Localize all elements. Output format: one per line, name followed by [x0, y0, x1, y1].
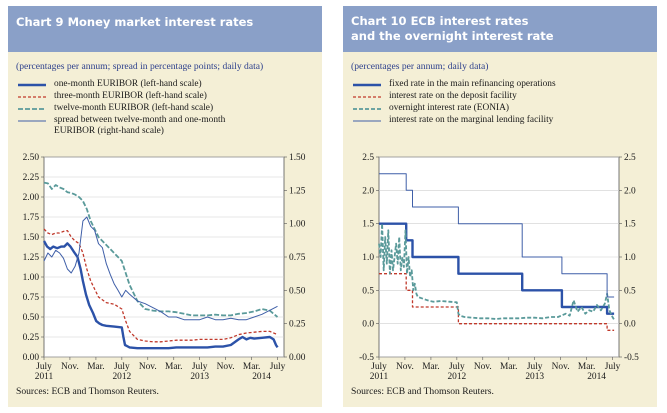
legend-label: fixed rate in the main refinancing opera…	[389, 79, 556, 89]
y-tick-label-left: 0.00	[23, 353, 40, 363]
y-tick-label-left: 2.0	[362, 186, 374, 196]
x-tick-label: Mar.	[500, 362, 517, 372]
y-tick-label-right: 2.5	[624, 153, 636, 163]
y-tick-label-left: -0.5	[359, 353, 374, 363]
series-line-3	[379, 173, 615, 298]
legend-label: spread between twelve-month and one-mont…	[54, 115, 226, 136]
x-tick-label: Mar.	[165, 362, 182, 372]
series-line-1	[379, 273, 615, 331]
chart10-subtitle: (percentages per annum; daily data)	[351, 61, 489, 72]
y-tick-label-right: 1.25	[289, 186, 306, 196]
chart9-title: Chart 9 Money market interest rates	[16, 15, 254, 29]
legend-label: one-month EURIBOR (left-hand scale)	[54, 79, 202, 89]
x-tick-label: July	[36, 362, 52, 372]
y-tick-label-right: 0.50	[289, 286, 306, 296]
y-tick-label-left: 1.5	[362, 220, 374, 230]
legend-swatch	[353, 120, 381, 122]
y-tick-label-left: 0.25	[23, 333, 40, 343]
y-tick-label-right: 0.25	[289, 320, 306, 330]
series-line-0	[42, 240, 279, 350]
legend-label: twelve-month EURIBOR (left-hand scale)	[54, 103, 214, 113]
x-tick-label: Nov.	[217, 362, 235, 372]
legend-swatch	[18, 120, 46, 122]
x-tick-label: July	[270, 362, 286, 372]
chart10-title-line1: Chart 10 ECB interest rates	[351, 14, 529, 28]
y-tick-label-left: 2.00	[23, 193, 40, 203]
legend-swatch	[18, 96, 46, 98]
chart9-header: Chart 9 Money market interest rates	[8, 6, 322, 52]
series-line-2	[43, 181, 279, 318]
y-tick-label-left: 0.5	[362, 286, 374, 296]
x-tick-label: Nov.	[61, 362, 79, 372]
legend-label: three-month EURIBOR (left-hand scale)	[54, 91, 207, 101]
x-tick-label: July	[371, 362, 387, 372]
legend-label: interest rate on the marginal lending fa…	[389, 115, 554, 125]
chart9-subtitle: (percentages per annum; spread in percen…	[16, 61, 264, 72]
x-tick-label: Mar.	[578, 362, 595, 372]
legend-swatch	[353, 83, 381, 87]
x-tick-year: 2013	[525, 372, 544, 381]
y-tick-label-left: 2.5	[362, 153, 374, 163]
x-tick-label: Mar.	[422, 362, 439, 372]
x-tick-year: 2011	[370, 372, 389, 381]
x-tick-label: Nov.	[139, 362, 157, 372]
series-line-3	[43, 216, 278, 321]
y-tick-label-left: 0.0	[362, 320, 374, 330]
x-tick-label: Nov.	[396, 362, 414, 372]
legend-label: interest rate on the deposit facility	[389, 91, 517, 101]
y-tick-label-right: 0.00	[289, 353, 306, 363]
y-tick-label-left: 1.00	[23, 273, 40, 283]
y-tick-label-left: 0.75	[23, 293, 40, 303]
y-tick-label-right: 2.0	[624, 186, 636, 196]
x-tick-label: July	[605, 362, 621, 372]
x-tick-label: July	[192, 362, 208, 372]
series-line-1	[43, 228, 278, 343]
y-tick-label-right: 0.5	[624, 286, 636, 296]
x-tick-label: Nov.	[552, 362, 570, 372]
y-tick-label-left: 1.0	[362, 253, 374, 263]
x-tick-label: July	[449, 362, 465, 372]
x-tick-year: 2012	[112, 372, 131, 381]
legend-swatch	[353, 96, 381, 98]
chart10-plot: 2.5 2.0 1.5 1.0 0.5 0.0 -0.5 2.5 2.0 1.5 1.0 0.5 0.0…	[359, 153, 639, 381]
chart10-header: Chart 10 ECB interest rates and the over…	[343, 6, 657, 52]
y-tick-label-left: 0.50	[23, 313, 40, 323]
y-tick-label-right: 1.50	[289, 153, 306, 163]
legend-label: overnight interest rate (EONIA)	[389, 103, 510, 113]
chart9-sources: Sources: ECB and Thomson Reuters.	[16, 386, 159, 397]
y-tick-label-right: 1.0	[624, 253, 636, 263]
x-tick-year: 2014	[252, 372, 271, 381]
y-tick-label-right: 1.5	[624, 220, 636, 230]
y-tick-label-left: 1.75	[23, 213, 40, 223]
chart9-plot: 2.50 2.25 2.00 1.75 1.50 1.25 1.00 0.75 0.50 0.25…	[23, 153, 306, 381]
x-tick-year: 2013	[190, 372, 209, 381]
y-tick-label-left: 1.25	[23, 253, 40, 263]
series-line-2	[378, 222, 615, 321]
y-tick-label-right: 0.75	[289, 253, 306, 263]
y-tick-label-left: 2.25	[23, 173, 40, 183]
x-tick-year: 2012	[447, 372, 466, 381]
chart10-title-line2: and the overnight interest rate	[351, 29, 554, 43]
x-tick-label: Mar.	[87, 362, 104, 372]
legend-swatch	[18, 83, 46, 87]
y-tick-label-right: -0.5	[624, 353, 639, 363]
chart10-panel: Chart 10 ECB interest rates and the over…	[343, 6, 657, 407]
chart10-sources: Sources: ECB and Thomson Reuters.	[351, 386, 494, 397]
y-tick-label-right: 1.00	[289, 220, 306, 230]
x-tick-label: Mar.	[243, 362, 260, 372]
chart9-panel: Chart 9 Money market interest rates (per…	[8, 6, 322, 407]
y-tick-label-left: 2.50	[23, 153, 40, 163]
legend-swatch	[353, 108, 381, 110]
y-tick-label-right: 0.0	[624, 320, 636, 330]
x-tick-label: July	[527, 362, 543, 372]
x-tick-year: 2011	[35, 372, 54, 381]
x-tick-label: Nov.	[474, 362, 492, 372]
x-tick-label: July	[114, 362, 130, 372]
legend-swatch	[18, 108, 46, 110]
x-tick-year: 2014	[587, 372, 606, 381]
y-tick-label-left: 1.50	[23, 233, 40, 243]
